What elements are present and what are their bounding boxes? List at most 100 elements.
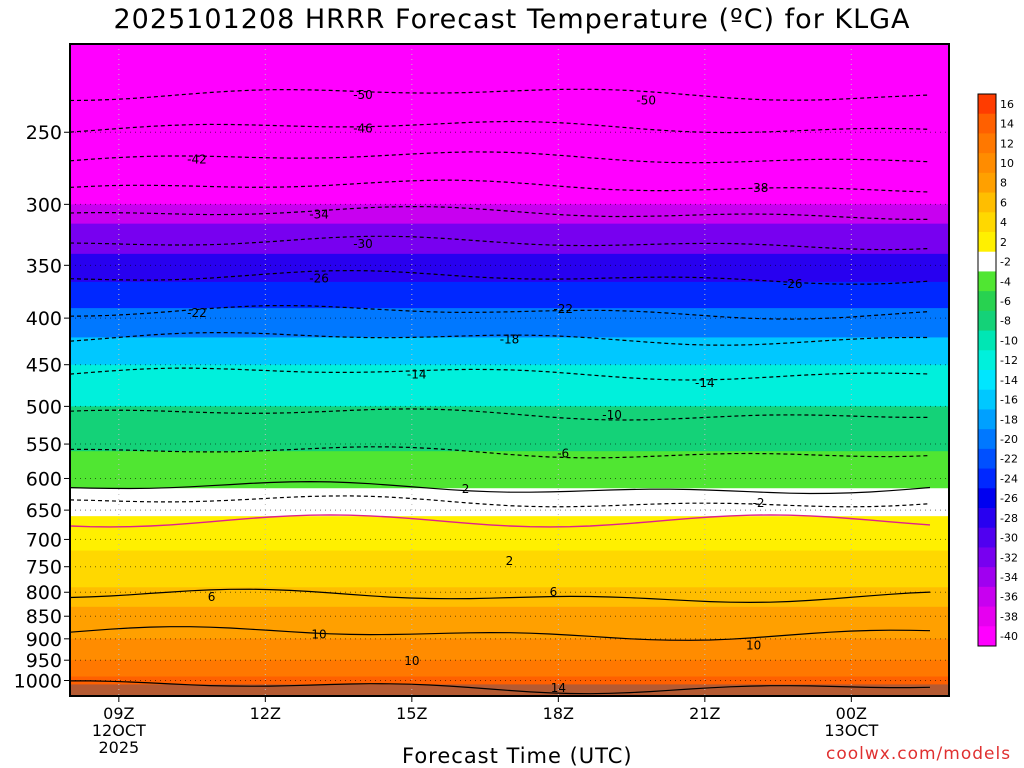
contour-lines [70, 88, 931, 695]
temperature-band [70, 516, 949, 552]
y-tick-label: 400 [26, 308, 62, 330]
temperature-band [70, 132, 949, 171]
colorbar-swatch [978, 448, 996, 470]
temperature-band [70, 660, 949, 678]
contour-label: -22 [553, 302, 573, 316]
grid [70, 44, 949, 696]
colorbar-swatch [978, 429, 996, 450]
colorbar-label: 14 [1000, 118, 1014, 131]
colorbar-swatch [978, 291, 996, 312]
colorbar-swatch [978, 409, 996, 430]
colorbar-label: -8 [1000, 315, 1011, 328]
temperature-band [70, 337, 949, 366]
contour-label-text: 10 [311, 628, 326, 642]
colorbar-label: -14 [1000, 374, 1018, 387]
colorbar-swatch [978, 271, 996, 292]
contour-label-text: -34 [309, 207, 329, 221]
contour-label: -10 [602, 408, 622, 422]
colorbar-swatch [978, 389, 996, 410]
colorbar-swatch [978, 330, 996, 351]
colorbar-label: -36 [1000, 591, 1018, 604]
x-tick-label: 12OCT [92, 721, 146, 740]
colorbar-label: -32 [1000, 551, 1018, 564]
colorbar-swatch [978, 508, 996, 529]
colorbar-label: 16 [1000, 98, 1014, 111]
contour-line [70, 205, 930, 220]
contour-label: -18 [500, 332, 520, 346]
temperature-band [70, 406, 949, 453]
contour-label: -30 [353, 237, 373, 251]
contour-line [70, 235, 931, 251]
y-tick-label: 700 [26, 529, 62, 551]
contour-labels: -50 -50-46-42-38-34-30-26 -26-22 -22-18-14-… [187, 88, 802, 695]
colorbar-swatch [978, 350, 996, 371]
y-tick-label: 850 [26, 606, 62, 628]
x-tick-label: 13OCT [824, 721, 878, 740]
colorbar-label: -16 [1000, 394, 1018, 407]
colorbar-swatch [978, 468, 996, 489]
contour-label: -22 [187, 306, 207, 320]
contour-label: 14 [551, 681, 566, 695]
temperature-band [70, 676, 949, 686]
contour-line [70, 480, 931, 495]
colorbar-label: -12 [1000, 354, 1018, 367]
contour-line [70, 269, 931, 285]
colorbar-label: -38 [1000, 610, 1018, 623]
contour-line [70, 446, 931, 459]
contour-label: 2 [462, 482, 470, 496]
colorbar-frame [977, 93, 997, 647]
y-tick-label: 900 [26, 629, 62, 651]
colorbar-label: -22 [1000, 453, 1018, 466]
colorbar-label: 2 [1000, 236, 1007, 249]
temperature-band [70, 606, 949, 640]
y-tick-label: 1000 [14, 670, 62, 692]
colorbar-label: -6 [1000, 295, 1011, 308]
colorbar-label: -4 [1000, 275, 1011, 288]
y-tick-label: 550 [26, 434, 62, 456]
colorbar-swatch [978, 586, 996, 608]
contour-label-text: -14 [695, 376, 715, 390]
contour-label-text: -50 [353, 88, 373, 102]
y-tick-label: 800 [26, 582, 62, 604]
contour-label: -6 [557, 447, 569, 461]
y-tick-label: 350 [26, 255, 62, 277]
colorbar-label: -30 [1000, 532, 1018, 545]
contour-label-text: 10 [746, 638, 761, 652]
colorbar-swatch [978, 94, 996, 115]
temperature-band [70, 308, 949, 339]
contour-label: -14 [695, 376, 715, 390]
contour-label: 10 [311, 628, 326, 642]
x-tick-label: 18Z [543, 704, 574, 723]
temperature-band [70, 281, 949, 310]
temperature-band [70, 223, 949, 255]
contour-label: -2 [753, 496, 765, 510]
contour-label: -50 [636, 93, 656, 107]
colorbar-legend: 16 14 12 10 8 6 4 2 -2 -4 -6 -8 -10 -12 -14 -16 -18 -20 -2… [977, 93, 1018, 647]
contour-label: 2 [506, 554, 514, 568]
contour-label: 6 [208, 590, 216, 604]
colorbar-label: -40 [1000, 630, 1018, 643]
y-tick-label: 600 [26, 468, 62, 490]
contour-label: 10 [746, 638, 761, 652]
contour-label-text: -6 [557, 447, 569, 461]
contour-line [70, 120, 931, 134]
temperature-band [70, 90, 949, 134]
x-tick-label: 2025 [98, 738, 139, 757]
colorbar-label: -10 [1000, 334, 1018, 347]
colorbar-label: -34 [1000, 571, 1018, 584]
colorbar-swatch [978, 488, 996, 509]
x-tick-label: 12Z [250, 704, 281, 723]
contour-label-text: -38 [749, 181, 769, 195]
contour-label: -34 [309, 207, 329, 221]
x-tick-label: 09Z [103, 704, 134, 723]
contour-label: -46 [353, 121, 373, 135]
colorbar-swatch [978, 251, 996, 272]
contour-label: 10 [404, 654, 419, 668]
x-tick-label: 00Z [836, 704, 867, 723]
temperature-band [70, 364, 949, 408]
colorbar-swatch [978, 626, 996, 647]
contour-label: 6 [550, 585, 558, 599]
contour-label-text: 6 [208, 590, 216, 604]
